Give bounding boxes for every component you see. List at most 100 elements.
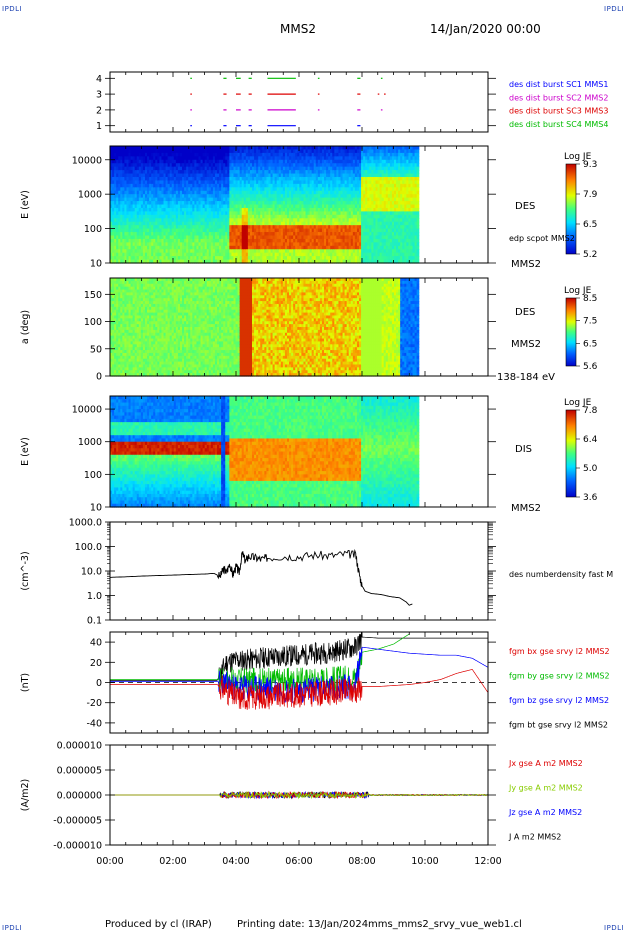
heatmap-cell xyxy=(184,197,187,202)
heatmap-cell xyxy=(245,156,249,161)
heatmap-cell xyxy=(350,173,354,178)
heatmap-cell xyxy=(375,163,379,168)
heatmap-cell xyxy=(276,235,280,240)
heatmap-cell xyxy=(336,204,340,209)
heatmap-cell xyxy=(367,149,370,154)
heatmap-cell xyxy=(295,228,298,233)
heatmap-cell xyxy=(373,156,377,161)
heatmap-cell xyxy=(254,225,257,230)
heatmap-cell xyxy=(153,176,156,182)
heatmap-cell xyxy=(284,238,288,243)
heatmap-cell xyxy=(114,218,117,223)
heatmap-cell xyxy=(243,194,247,199)
heatmap-cell xyxy=(377,211,381,216)
heatmap-cell xyxy=(404,232,407,237)
heatmap-cell xyxy=(237,225,241,230)
heatmap-cell xyxy=(219,228,222,233)
heatmap-cell xyxy=(381,245,385,250)
heatmap-cell xyxy=(398,204,401,209)
heatmap-cell xyxy=(132,159,136,164)
heatmap-cell xyxy=(169,183,173,188)
heatmap-cell xyxy=(165,149,169,154)
heatmap-cell xyxy=(311,228,315,233)
heatmap-cell xyxy=(173,176,177,182)
heatmap-cell xyxy=(317,197,321,202)
heatmap-cell xyxy=(348,225,352,230)
heatmap-cell xyxy=(410,146,414,151)
heatmap-cell xyxy=(348,190,352,195)
heatmap-cell xyxy=(147,163,150,168)
heatmap-cell xyxy=(270,180,274,185)
heatmap-cell xyxy=(239,166,243,171)
heatmap-cell xyxy=(114,166,117,171)
heatmap-cell xyxy=(352,232,356,237)
heatmap-cell xyxy=(334,152,337,157)
heatmap-cell xyxy=(336,256,340,261)
heatmap-cell xyxy=(169,194,173,199)
heatmap-cell xyxy=(356,221,360,226)
heatmap-cell xyxy=(116,259,119,264)
heatmap-cell xyxy=(120,183,123,188)
heatmap-cell xyxy=(391,242,395,247)
heatmap-cell xyxy=(315,221,319,226)
heatmap-cell xyxy=(363,256,366,261)
heatmap-cell xyxy=(223,221,226,226)
heatmap-cell xyxy=(120,156,123,161)
heatmap-cell xyxy=(270,259,274,264)
heatmap-cell xyxy=(138,211,142,216)
heatmap-cell xyxy=(155,238,158,243)
heatmap-cell xyxy=(192,249,195,254)
heatmap-cell xyxy=(225,163,228,168)
heatmap-cell xyxy=(256,146,259,151)
heatmap-cell xyxy=(237,149,241,154)
heatmap-cell xyxy=(276,238,280,243)
heatmap-cell xyxy=(321,201,325,206)
heatmap-cell xyxy=(134,225,138,230)
heatmap-cell xyxy=(369,214,372,219)
heatmap-cell xyxy=(118,225,121,230)
heatmap-cell xyxy=(282,228,286,233)
heatmap-cell xyxy=(334,249,337,254)
heatmap-cell xyxy=(212,194,216,199)
heatmap-cell xyxy=(260,159,263,164)
heatmap-cell xyxy=(198,259,202,264)
heatmap-cell xyxy=(136,194,140,199)
heatmap-cell xyxy=(391,159,395,164)
heatmap-cell xyxy=(385,232,389,237)
heatmap-cell xyxy=(157,170,160,175)
heatmap-cell xyxy=(408,259,412,264)
heatmap-cell xyxy=(297,207,300,212)
heatmap-cell xyxy=(122,204,126,209)
heatmap-cell xyxy=(198,180,202,185)
heatmap-cell xyxy=(122,170,126,175)
heatmap-cell xyxy=(262,245,265,250)
heatmap-cell xyxy=(175,238,179,243)
heatmap-cell xyxy=(214,146,218,151)
heatmap-cell xyxy=(233,166,237,171)
heatmap-cell xyxy=(163,152,167,157)
heatmap-cell xyxy=(286,249,290,254)
heatmap-cell xyxy=(305,180,309,185)
heatmap-cell xyxy=(381,170,385,175)
heatmap-cell xyxy=(268,149,272,154)
heatmap-cell xyxy=(299,218,302,223)
heatmap-cell xyxy=(328,163,331,168)
heatmap-cell xyxy=(217,218,220,223)
heatmap-cell xyxy=(359,156,362,161)
heatmap-cell xyxy=(297,245,300,250)
heatmap-cell xyxy=(282,252,286,257)
heatmap-cell xyxy=(317,187,321,192)
heatmap-cell xyxy=(321,183,325,188)
heatmap-cell xyxy=(126,190,130,195)
heatmap-cell xyxy=(400,187,403,192)
heatmap-cell xyxy=(124,149,128,154)
heatmap-cell xyxy=(241,259,245,264)
heatmap-cell xyxy=(301,211,305,216)
heatmap-cell xyxy=(138,221,142,226)
heatmap-cell xyxy=(206,252,210,257)
heatmap-cell xyxy=(188,187,191,192)
heatmap-cell xyxy=(227,166,230,171)
heatmap-cell xyxy=(128,180,132,185)
heatmap-cell xyxy=(229,187,233,192)
heatmap-cell xyxy=(196,238,200,243)
